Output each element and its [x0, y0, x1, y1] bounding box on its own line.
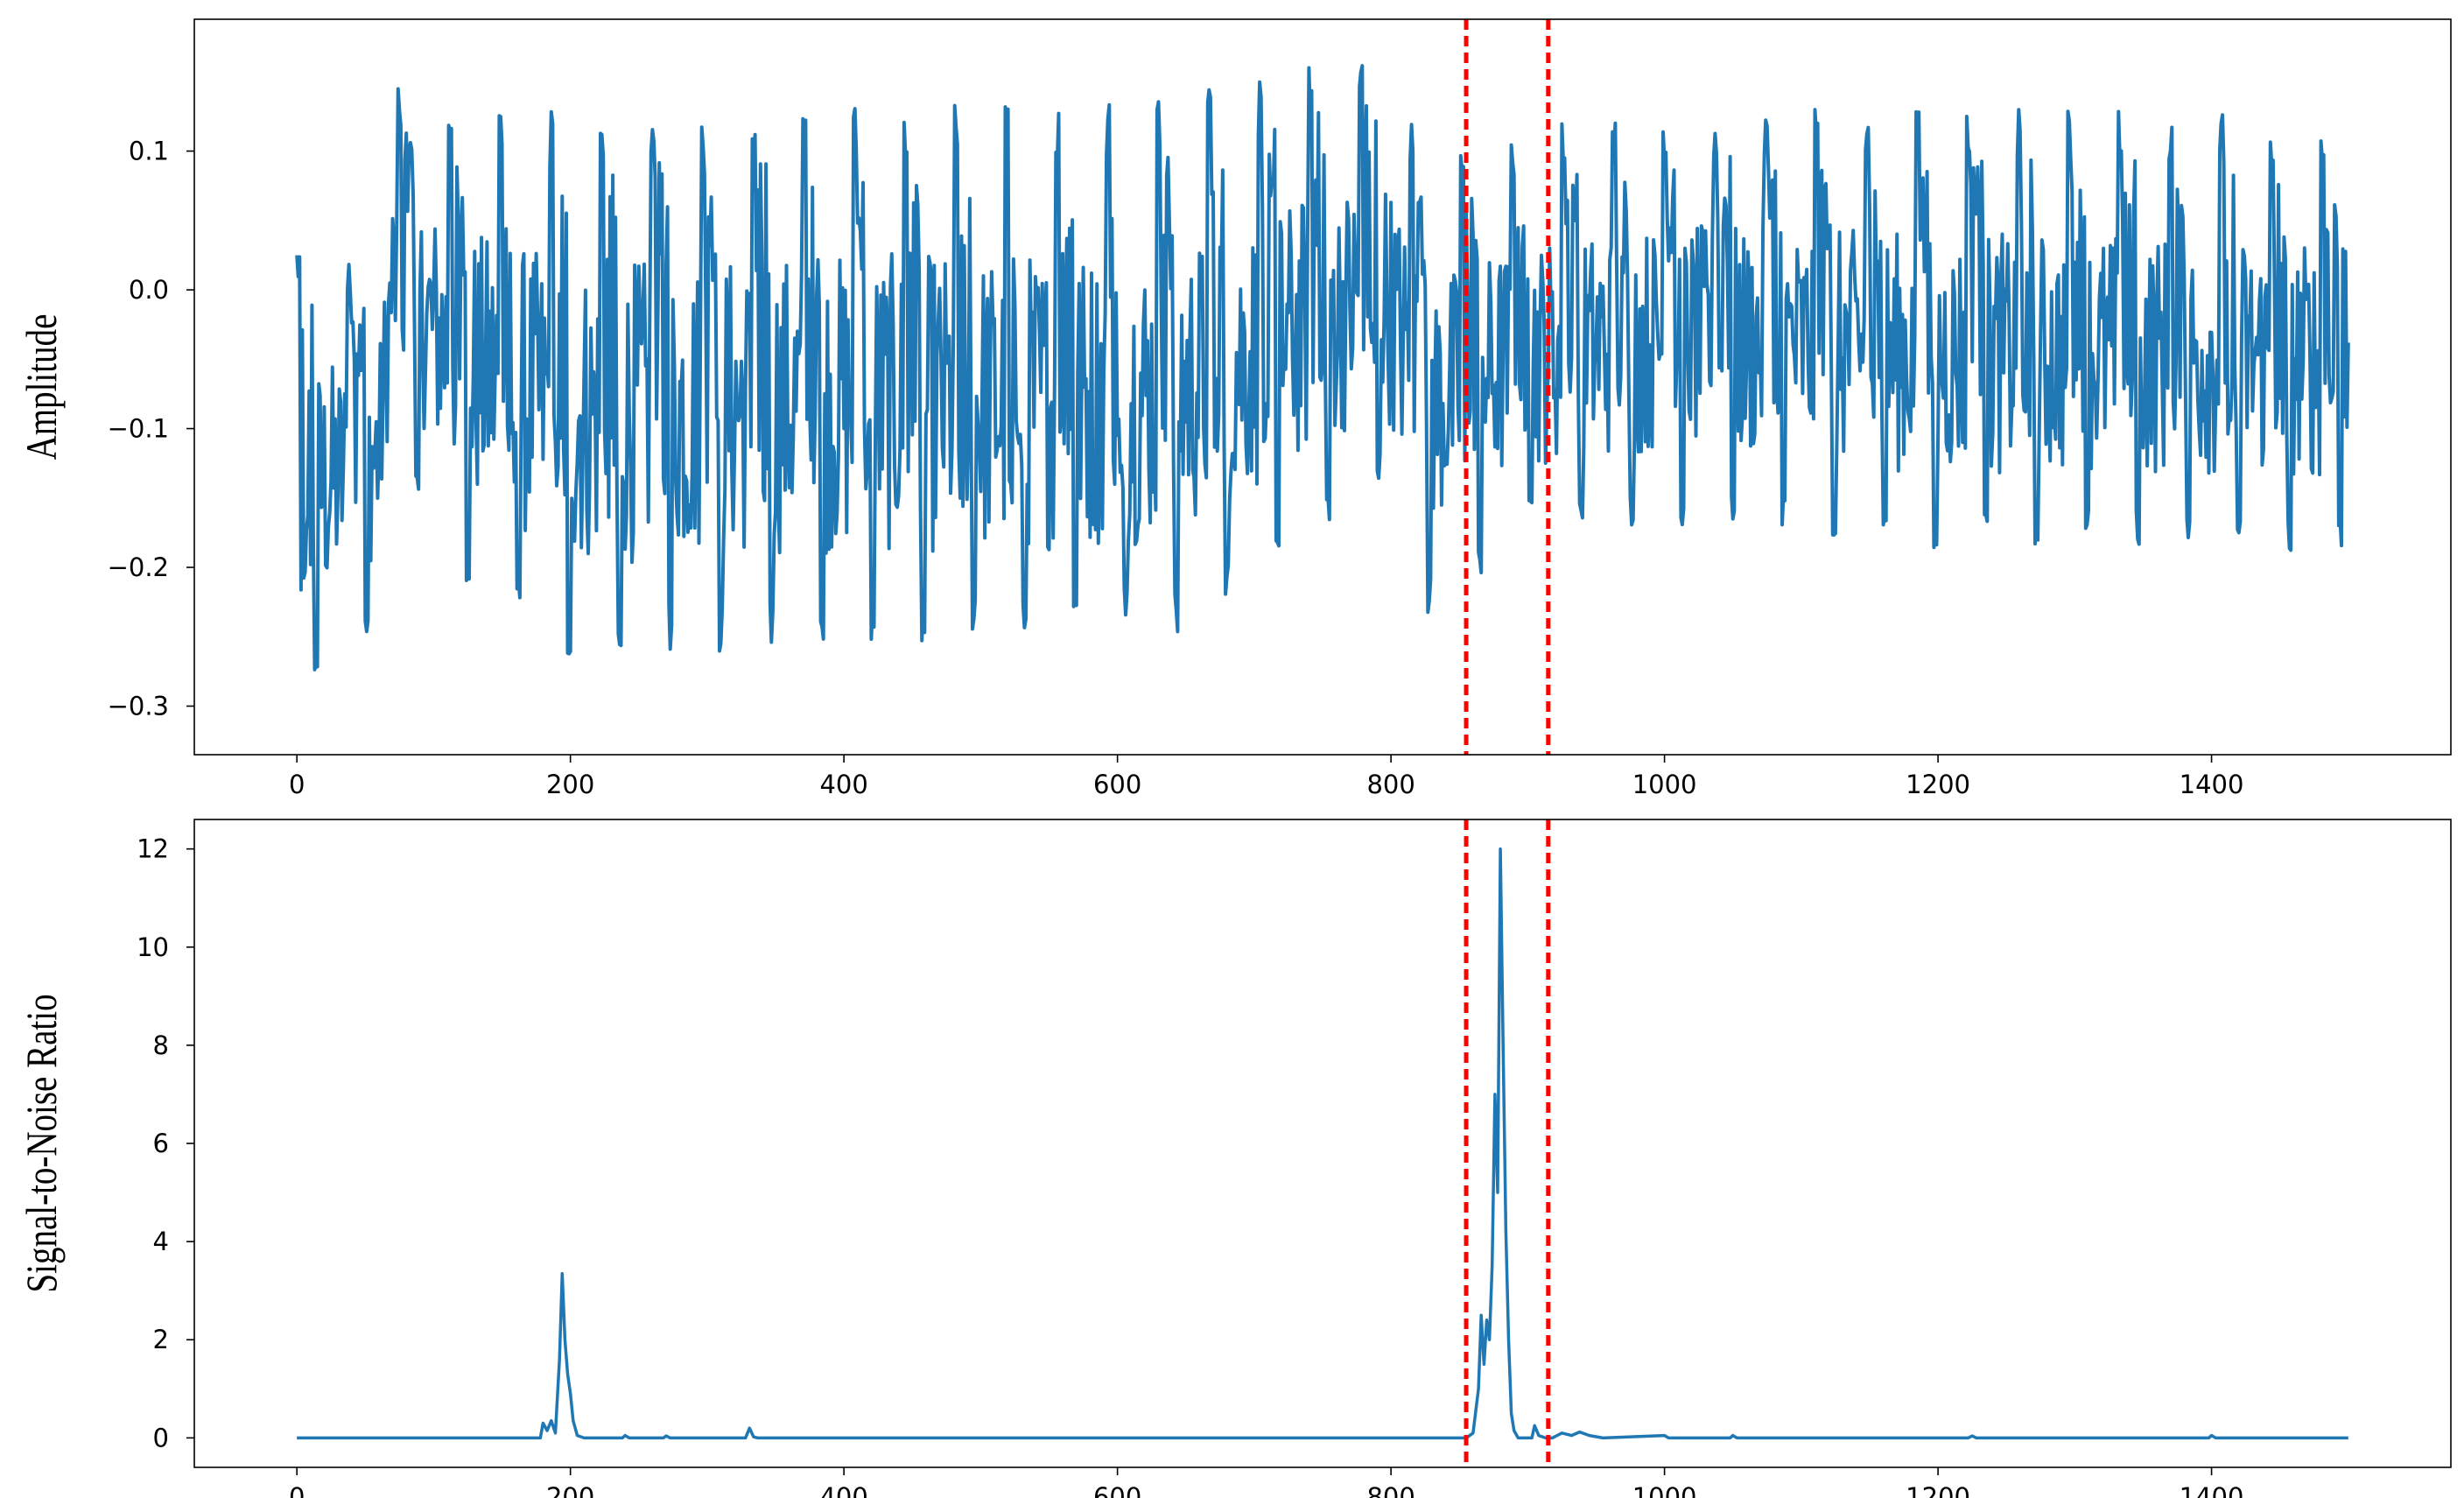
x-tick-label: 200 [546, 770, 594, 799]
y-axis-label: Amplitude [17, 314, 66, 461]
y-tick-label: 12 [137, 834, 169, 864]
y-tick-label: 0 [153, 1423, 169, 1452]
axes-frame [193, 18, 2452, 756]
y-tick-label: 4 [153, 1227, 169, 1256]
amplitude-panel: 0 200 400 600 800 1000 1200 1400 0.1 0.0 −0.1 −0.2 −… [17, 18, 2452, 799]
x-tick-label: 0 [289, 770, 305, 799]
axes-frame [193, 819, 2452, 1468]
x-tick-label: 0 [289, 1482, 305, 1498]
x-tick-label: 400 [819, 1482, 867, 1498]
y-tick-label: 0.0 [129, 275, 169, 305]
y-tick-label: −0.3 [108, 692, 169, 721]
y-tick-label: 8 [153, 1030, 169, 1060]
x-tick-label: 600 [1093, 1482, 1141, 1498]
x-tick-label: 1000 [1632, 1482, 1697, 1498]
y-axis-label: Signal-to-Noise Ratio [17, 994, 66, 1292]
y-tick-label: −0.2 [108, 552, 169, 582]
y-tick-label: 10 [137, 932, 169, 962]
y-tick-label: 6 [153, 1129, 169, 1158]
x-tick-label: 800 [1366, 770, 1415, 799]
x-tick-label: 600 [1093, 770, 1141, 799]
x-tick-label: 400 [819, 770, 867, 799]
x-tick-label: 1000 [1632, 770, 1697, 799]
y-tick-label: 0.1 [129, 137, 169, 166]
y-tick-label: 2 [153, 1325, 169, 1354]
x-tick-label: 1200 [1906, 770, 1970, 799]
x-tick-label: 200 [546, 1482, 594, 1498]
x-tick-label: 1400 [2180, 1482, 2244, 1498]
x-tick-label: 1400 [2180, 770, 2244, 799]
x-tick-label: 800 [1366, 1482, 1415, 1498]
series-line [297, 847, 2348, 1440]
series-line [295, 64, 2350, 672]
x-tick-label: 1200 [1906, 1482, 1970, 1498]
y-tick-label: −0.1 [108, 414, 169, 444]
snr-panel: 0 200 400 600 800 1000 1200 1400 0 2 4 6 8 10 12 Signal… [17, 819, 2452, 1498]
